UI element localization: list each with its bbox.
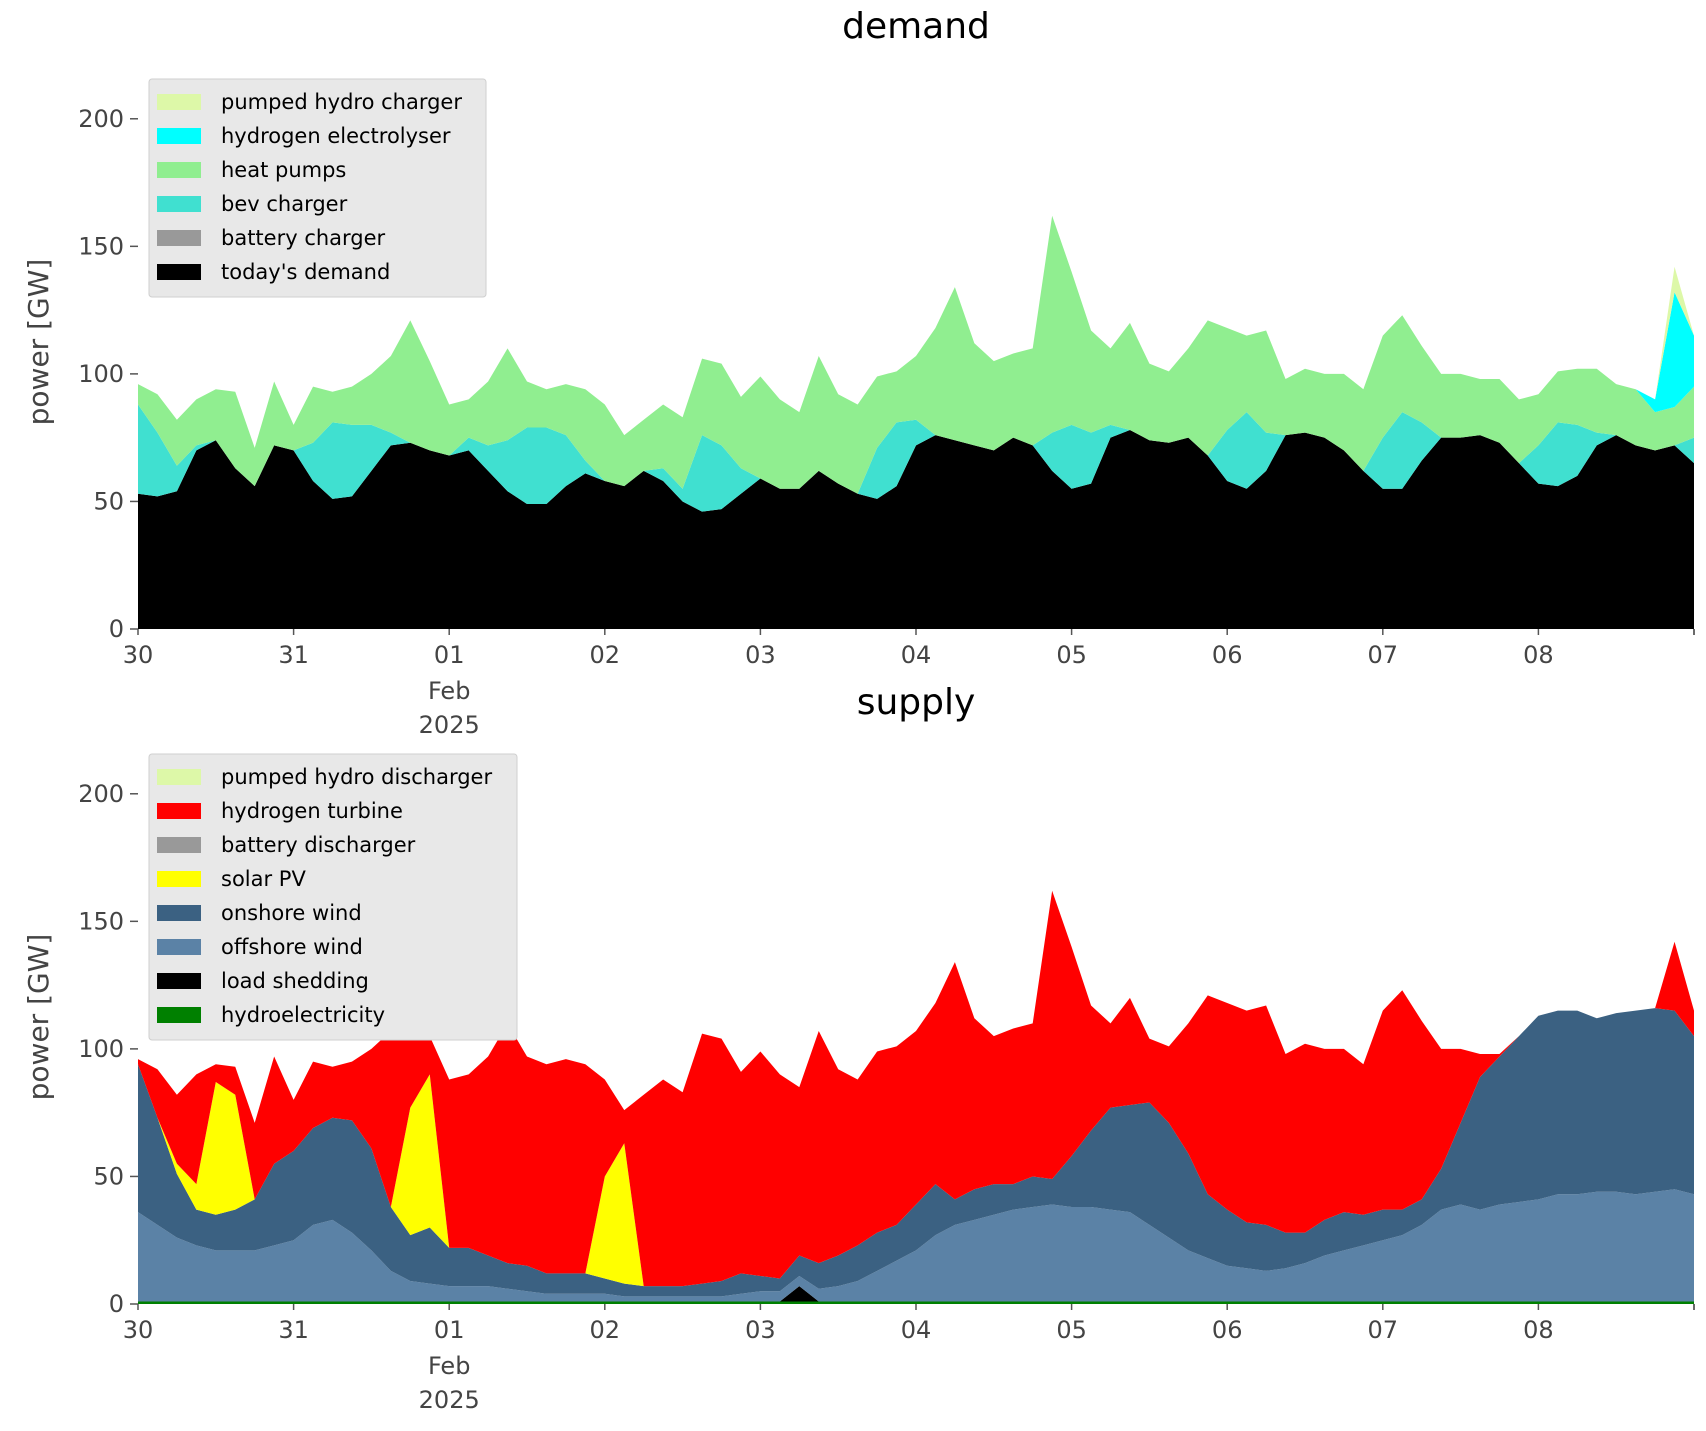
legend-swatch [157,1007,201,1023]
legend-box [148,78,487,298]
series-areas [138,890,1694,1304]
legend-item-bev-charger: bev charger [157,192,348,216]
x-tick-label: 01 [434,1316,465,1344]
legend-item-today-s-demand: today's demand [157,260,390,284]
x-tick-label: 03 [745,1316,776,1344]
x-tick-label: 02 [590,1316,621,1344]
x-tick-label: 30 [123,1316,154,1344]
y-tick-label: 200 [78,105,124,133]
legend-swatch [157,769,201,785]
legend-label: offshore wind [221,935,363,959]
legend-item-onshore-wind: onshore wind [157,901,362,925]
x-tick-label: 03 [745,641,776,669]
x-tick-label: 06 [1212,1316,1243,1344]
legend-item-battery-discharger: battery discharger [157,833,416,857]
y-tick-label: 150 [78,907,124,935]
legend-item-hydroelectricity: hydroelectricity [157,1003,385,1027]
y-tick-label: 100 [78,1035,124,1063]
chart-title: supply [857,682,976,723]
legend-swatch [157,871,201,887]
area-hydrogen-turbine [138,890,1694,1287]
x-tick-label: 30 [123,641,154,669]
area-today-s-demand [138,430,1694,629]
y-tick-label: 0 [109,1290,124,1318]
legend-item-heat-pumps: heat pumps [157,158,346,182]
legend-swatch [157,837,201,853]
legend-swatch [157,803,201,819]
legend-label: solar PV [221,867,306,891]
legend-swatch [157,94,201,110]
y-axis-label: power [GW] [22,934,55,1101]
legend-label: heat pumps [221,158,346,182]
legend-label: hydrogen turbine [221,799,403,823]
legend-swatch [157,162,201,178]
x-tick-label: 08 [1523,641,1554,669]
legend-item-load-shedding: load shedding [157,969,369,993]
x-tick-label: 06 [1212,641,1243,669]
legend-label: onshore wind [221,901,362,925]
x-tick-label: 07 [1368,641,1399,669]
area-hydroelectricity [138,1301,1694,1304]
area-bev-charger [138,404,1694,512]
legend-label: hydroelectricity [221,1003,385,1027]
y-tick-label: 50 [93,1162,124,1190]
legend-swatch [157,196,201,212]
legend-label: bev charger [221,192,348,216]
area-onshore-wind [138,1008,1694,1297]
x-tick-label: 02 [590,641,621,669]
y-tick-label: 50 [93,487,124,515]
legend-item-offshore-wind: offshore wind [157,935,363,959]
legend-swatch [157,905,201,921]
y-tick-label: 200 [78,780,124,808]
series-areas [138,215,1694,629]
legend-swatch [157,128,201,144]
legend-item-pumped-hydro-charger: pumped hydro charger [157,90,462,114]
x-tick-label: 08 [1523,1316,1554,1344]
area-heat-pumps [138,215,1694,494]
y-tick-label: 100 [78,360,124,388]
x-tick-label: 01 [434,641,465,669]
x-tick-label: 31 [278,641,309,669]
x-tick-label: 04 [901,1316,932,1344]
y-tick-label: 0 [109,615,124,643]
legend: pumped hydro charger hydrogen electrolyse… [148,78,487,298]
legend-label: pumped hydro charger [221,90,462,114]
x-tick-label: 05 [1056,641,1087,669]
legend-item-battery-charger: battery charger [157,226,386,250]
legend-label: hydrogen electrolyser [221,124,451,148]
legend-swatch [157,264,201,280]
legend-item-hydrogen-turbine: hydrogen turbine [157,799,403,823]
legend-swatch [157,230,201,246]
legend-box [148,753,518,1041]
area-offshore-wind [138,1189,1694,1302]
legend-label: pumped hydro discharger [221,765,492,789]
chart-title: demand [842,6,990,47]
legend-swatch [157,973,201,989]
legend-label: load shedding [221,969,369,993]
x-tick-sublabel: 2025 [419,1386,480,1414]
legend: pumped hydro discharger hydrogen turbine b… [148,753,518,1041]
x-tick-sublabel: Feb [428,677,471,705]
x-tick-sublabel: Feb [428,1352,471,1380]
legend-item-hydrogen-electrolyser: hydrogen electrolyser [157,124,451,148]
y-axis-label: power [GW] [22,259,55,426]
y-tick-label: 150 [78,232,124,260]
legend-label: battery discharger [221,833,416,857]
legend-label: battery charger [221,226,386,250]
legend-item-pumped-hydro-discharger: pumped hydro discharger [157,765,492,789]
legend-swatch [157,939,201,955]
x-tick-label: 04 [901,641,932,669]
x-tick-sublabel: 2025 [419,711,480,739]
x-tick-label: 31 [278,1316,309,1344]
x-tick-label: 05 [1056,1316,1087,1344]
legend-label: today's demand [221,260,390,284]
legend-item-solar-pv: solar PV [157,867,306,891]
x-tick-label: 07 [1368,1316,1399,1344]
